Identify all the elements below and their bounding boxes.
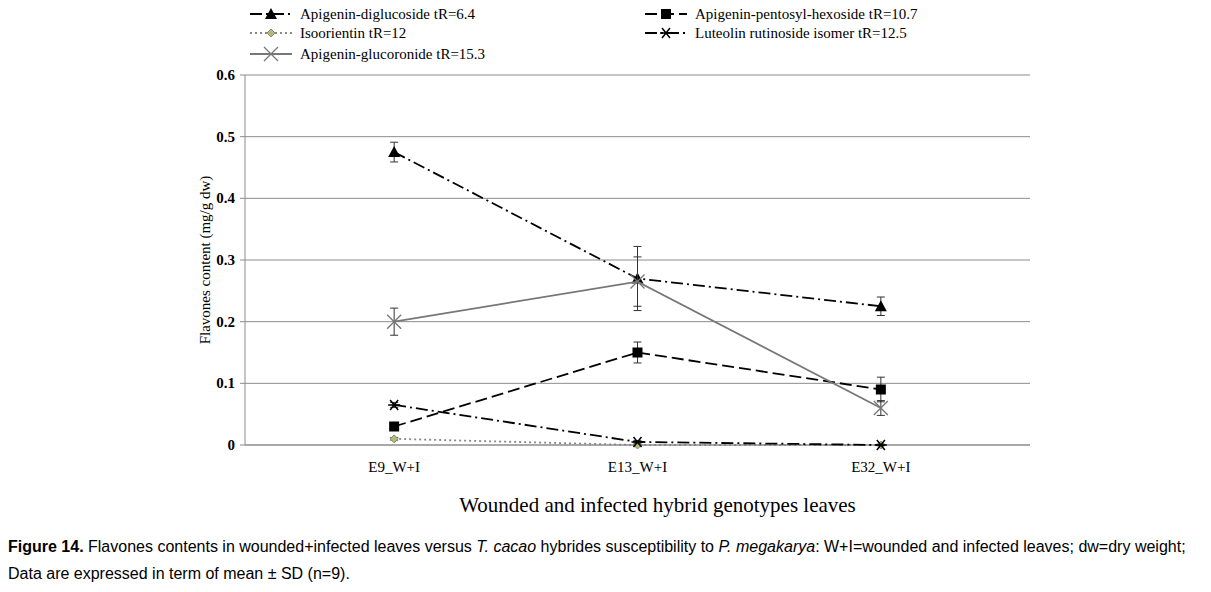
y-tick xyxy=(240,321,245,322)
point xyxy=(631,275,645,289)
x-tick-label: E13_W+I xyxy=(608,459,667,475)
y-tick-label: 0 xyxy=(228,437,236,453)
legend-marker xyxy=(660,28,672,38)
legend-marker xyxy=(267,29,275,37)
x-tick-label: E32_W+I xyxy=(851,459,910,475)
point xyxy=(875,440,887,450)
legend-label: Apigenin-pentosyl-hexoside tR=10.7 xyxy=(695,6,918,22)
error-bar xyxy=(634,342,642,363)
point xyxy=(632,437,644,447)
caption-part: P. megakarya xyxy=(718,538,815,555)
caption: Figure 14. Flavones contents in wounded+… xyxy=(8,533,1198,587)
y-tick xyxy=(240,198,245,199)
legend-item: Isoorientin tR=12 xyxy=(250,25,406,41)
grid-line xyxy=(245,383,1030,384)
point xyxy=(387,315,401,329)
legend-item: Apigenin-pentosyl-hexoside tR=10.7 xyxy=(645,6,918,22)
point xyxy=(876,385,886,395)
legend-label: Apigenin-glucoronide tR=15.3 xyxy=(300,46,485,62)
caption-part: hybrides susceptibility to xyxy=(536,538,718,555)
legend-item: Apigenin-diglucoside tR=6.4 xyxy=(250,6,476,22)
y-tick xyxy=(240,75,245,76)
point xyxy=(875,300,887,311)
y-tick-label: 0.1 xyxy=(216,375,235,391)
y-tick-label: 0.5 xyxy=(216,129,235,145)
legend-marker xyxy=(265,8,277,19)
legend-item: Apigenin-glucoronide tR=15.3 xyxy=(250,46,485,62)
y-axis-label: Flavones content (mg/g dw) xyxy=(197,176,214,345)
grid-line xyxy=(245,136,1030,137)
grid-line xyxy=(245,75,1030,76)
y-tick-label: 0.3 xyxy=(216,252,235,268)
caption-part: Figure 14. xyxy=(8,538,84,555)
y-tick-label: 0.4 xyxy=(216,190,235,206)
caption-part: T. cacao xyxy=(476,538,536,555)
point xyxy=(388,146,400,157)
y-tick xyxy=(240,383,245,384)
x-axis-label: Wounded and infected hybrid genotypes le… xyxy=(459,493,856,517)
error-bar xyxy=(877,377,885,402)
point xyxy=(874,401,888,415)
chart: 0 0.1 0.2 0.3 0.4 0.5 0.6 E9_W+I E13_W+I E32_W+I W… xyxy=(0,0,1211,592)
grid-line xyxy=(245,198,1030,199)
legend-item: Luteolin rutinoside isomer tR=12.5 xyxy=(645,25,907,41)
legend-marker xyxy=(264,47,278,61)
y-tick xyxy=(240,136,245,137)
plot-area xyxy=(387,142,888,450)
y-tick xyxy=(240,260,245,261)
legend-label: Apigenin-diglucoside tR=6.4 xyxy=(300,6,476,22)
legend-label: Isoorientin tR=12 xyxy=(300,25,406,41)
point xyxy=(390,435,398,443)
y-tick-label: 0.2 xyxy=(216,314,235,330)
point xyxy=(388,400,400,410)
legend-marker xyxy=(661,9,671,19)
caption-part: Flavones contents in wounded+infected le… xyxy=(84,538,477,555)
y-axis xyxy=(245,75,246,445)
grid-line xyxy=(245,321,1030,322)
y-tick-label: 0.6 xyxy=(216,67,235,83)
point xyxy=(633,348,643,358)
point xyxy=(389,422,399,432)
series-line xyxy=(394,405,881,445)
y-tick xyxy=(240,445,245,446)
series-line xyxy=(394,152,881,306)
legend-label: Luteolin rutinoside isomer tR=12.5 xyxy=(695,25,907,41)
x-tick-label: E9_W+I xyxy=(368,459,420,475)
